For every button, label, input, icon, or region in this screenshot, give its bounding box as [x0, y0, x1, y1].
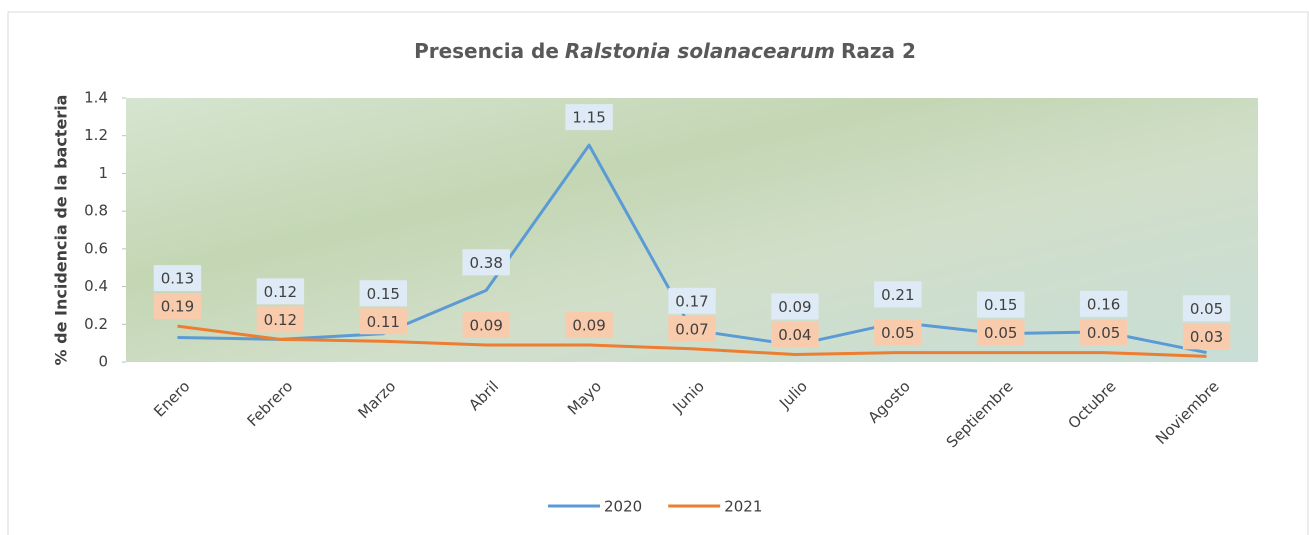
data-label-box — [668, 287, 716, 314]
data-label-text: 0.05 — [984, 324, 1017, 342]
title-part: Ralstonia solanacearum — [565, 39, 835, 63]
data-label-text: 0.12 — [264, 311, 297, 329]
data-label: 1.15 — [565, 104, 613, 131]
data-label-text: 0.05 — [1190, 300, 1223, 318]
data-label: 0.12 — [256, 278, 305, 305]
data-label: 0.05 — [1182, 295, 1231, 322]
data-label: 0.15 — [359, 280, 407, 307]
y-tick-label: 0.4 — [84, 277, 108, 295]
data-label-text: 0.21 — [881, 286, 914, 304]
data-label: 0.09 — [462, 312, 510, 339]
data-label: 0.09 — [771, 293, 819, 320]
data-label-box — [668, 315, 716, 342]
data-label: 0.15 — [977, 291, 1025, 318]
legend-label: 2021 — [724, 498, 762, 516]
y-tick-label: 1 — [98, 164, 108, 182]
data-label: 0.12 — [256, 306, 305, 333]
data-label: 0.09 — [565, 312, 613, 339]
data-label: 0.16 — [1079, 290, 1128, 317]
data-label-box — [565, 312, 613, 339]
data-label-text: 0.38 — [469, 254, 502, 272]
data-label: 0.19 — [153, 293, 202, 320]
data-label-box — [359, 280, 407, 307]
data-label-text: 0.09 — [572, 317, 605, 335]
legend: 2020 2021 — [548, 498, 762, 516]
data-label-box — [153, 265, 202, 292]
y-tick-label: 0.6 — [84, 239, 108, 257]
data-label: 0.17 — [668, 287, 716, 314]
data-label-box — [1079, 290, 1128, 317]
data-label-text: 0.17 — [675, 292, 708, 310]
data-label-box — [565, 104, 613, 131]
data-label-text: 0.16 — [1087, 295, 1120, 313]
y-tick-label: 1.2 — [84, 126, 108, 144]
data-label-text: 0.19 — [161, 298, 194, 316]
data-label: 0.21 — [874, 281, 922, 308]
y-tick-label: 0.2 — [84, 315, 108, 333]
data-label-text: 0.04 — [778, 326, 811, 344]
data-label-text: 0.09 — [778, 298, 811, 316]
data-label-box — [874, 319, 922, 346]
data-label-text: 1.15 — [572, 109, 605, 127]
data-label-box — [1182, 323, 1231, 350]
data-label: 0.05 — [874, 319, 922, 346]
data-label: 0.03 — [1182, 323, 1231, 350]
chart-title: Presencia de Ralstonia solanacearum Raza 2 — [414, 39, 916, 63]
data-label-box — [256, 306, 305, 333]
data-label-box — [771, 293, 819, 320]
data-label-text: 0.12 — [264, 283, 297, 301]
y-tick-label: 0.8 — [84, 202, 108, 220]
data-label-box — [977, 319, 1025, 346]
data-label-box — [359, 308, 407, 335]
title-part: Presencia de — [414, 39, 559, 63]
legend-label: 2020 — [604, 498, 642, 516]
y-tick-label: 1.4 — [84, 89, 108, 107]
data-label-text: 0.15 — [367, 285, 400, 303]
data-label-box — [462, 249, 510, 276]
data-label-text: 0.07 — [675, 320, 708, 338]
y-tick-label: 0 — [98, 353, 108, 371]
data-label-box — [977, 291, 1025, 318]
data-label-text: 0.13 — [161, 270, 194, 288]
data-label-text: 0.11 — [367, 313, 400, 331]
title-part: Raza 2 — [841, 39, 916, 63]
data-label: 0.07 — [668, 315, 716, 342]
data-label-text: 0.05 — [881, 324, 914, 342]
data-label-box — [153, 293, 202, 320]
data-label: 0.13 — [153, 265, 202, 292]
data-label: 0.05 — [1079, 319, 1128, 346]
data-label: 0.38 — [462, 249, 510, 276]
data-label-text: 0.03 — [1190, 328, 1223, 346]
data-label: 0.05 — [977, 319, 1025, 346]
data-label-text: 0.15 — [984, 296, 1017, 314]
data-label-text: 0.05 — [1087, 324, 1120, 342]
data-label-box — [462, 312, 510, 339]
series-line — [177, 324, 1207, 358]
data-label-box — [1079, 319, 1128, 346]
data-label-box — [1182, 295, 1231, 322]
data-label-box — [874, 281, 922, 308]
data-label: 0.04 — [771, 321, 819, 348]
data-label-box — [256, 278, 305, 305]
data-label-box — [771, 321, 819, 348]
data-label: 0.11 — [359, 308, 407, 335]
y-axis-title: % de Incidencia de la bacteria — [52, 95, 71, 366]
data-label-text: 0.09 — [469, 317, 502, 335]
